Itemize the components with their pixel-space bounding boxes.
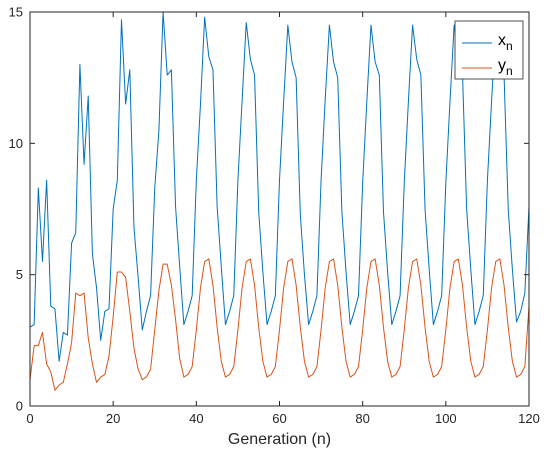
x-axis-label: Generation (n) (228, 431, 331, 448)
y-tick-label: 0 (16, 399, 23, 414)
x-tick-label: 20 (106, 411, 120, 426)
x-tick-label: 80 (355, 411, 369, 426)
y-tick-label: 15 (9, 5, 23, 20)
legend-label-subscript: n (506, 39, 513, 53)
x-tick-label: 60 (272, 411, 286, 426)
x-tick-label: 40 (189, 411, 203, 426)
y-tick-label: 10 (9, 136, 23, 151)
tick-layer: 0 20 40 60 80 100 120 0 5 10 15 (9, 5, 540, 427)
legend-box (454, 20, 524, 80)
x-tick-label: 120 (518, 411, 540, 426)
y-tick-label: 5 (16, 267, 23, 282)
x-tick-label: 100 (435, 411, 457, 426)
legend-label-subscript: n (506, 64, 513, 78)
x-tick-label: 0 (26, 411, 33, 426)
series-line-y (29, 258, 530, 391)
plot-area (30, 12, 529, 406)
series-line-x (29, 11, 530, 362)
series-layer (29, 11, 530, 391)
